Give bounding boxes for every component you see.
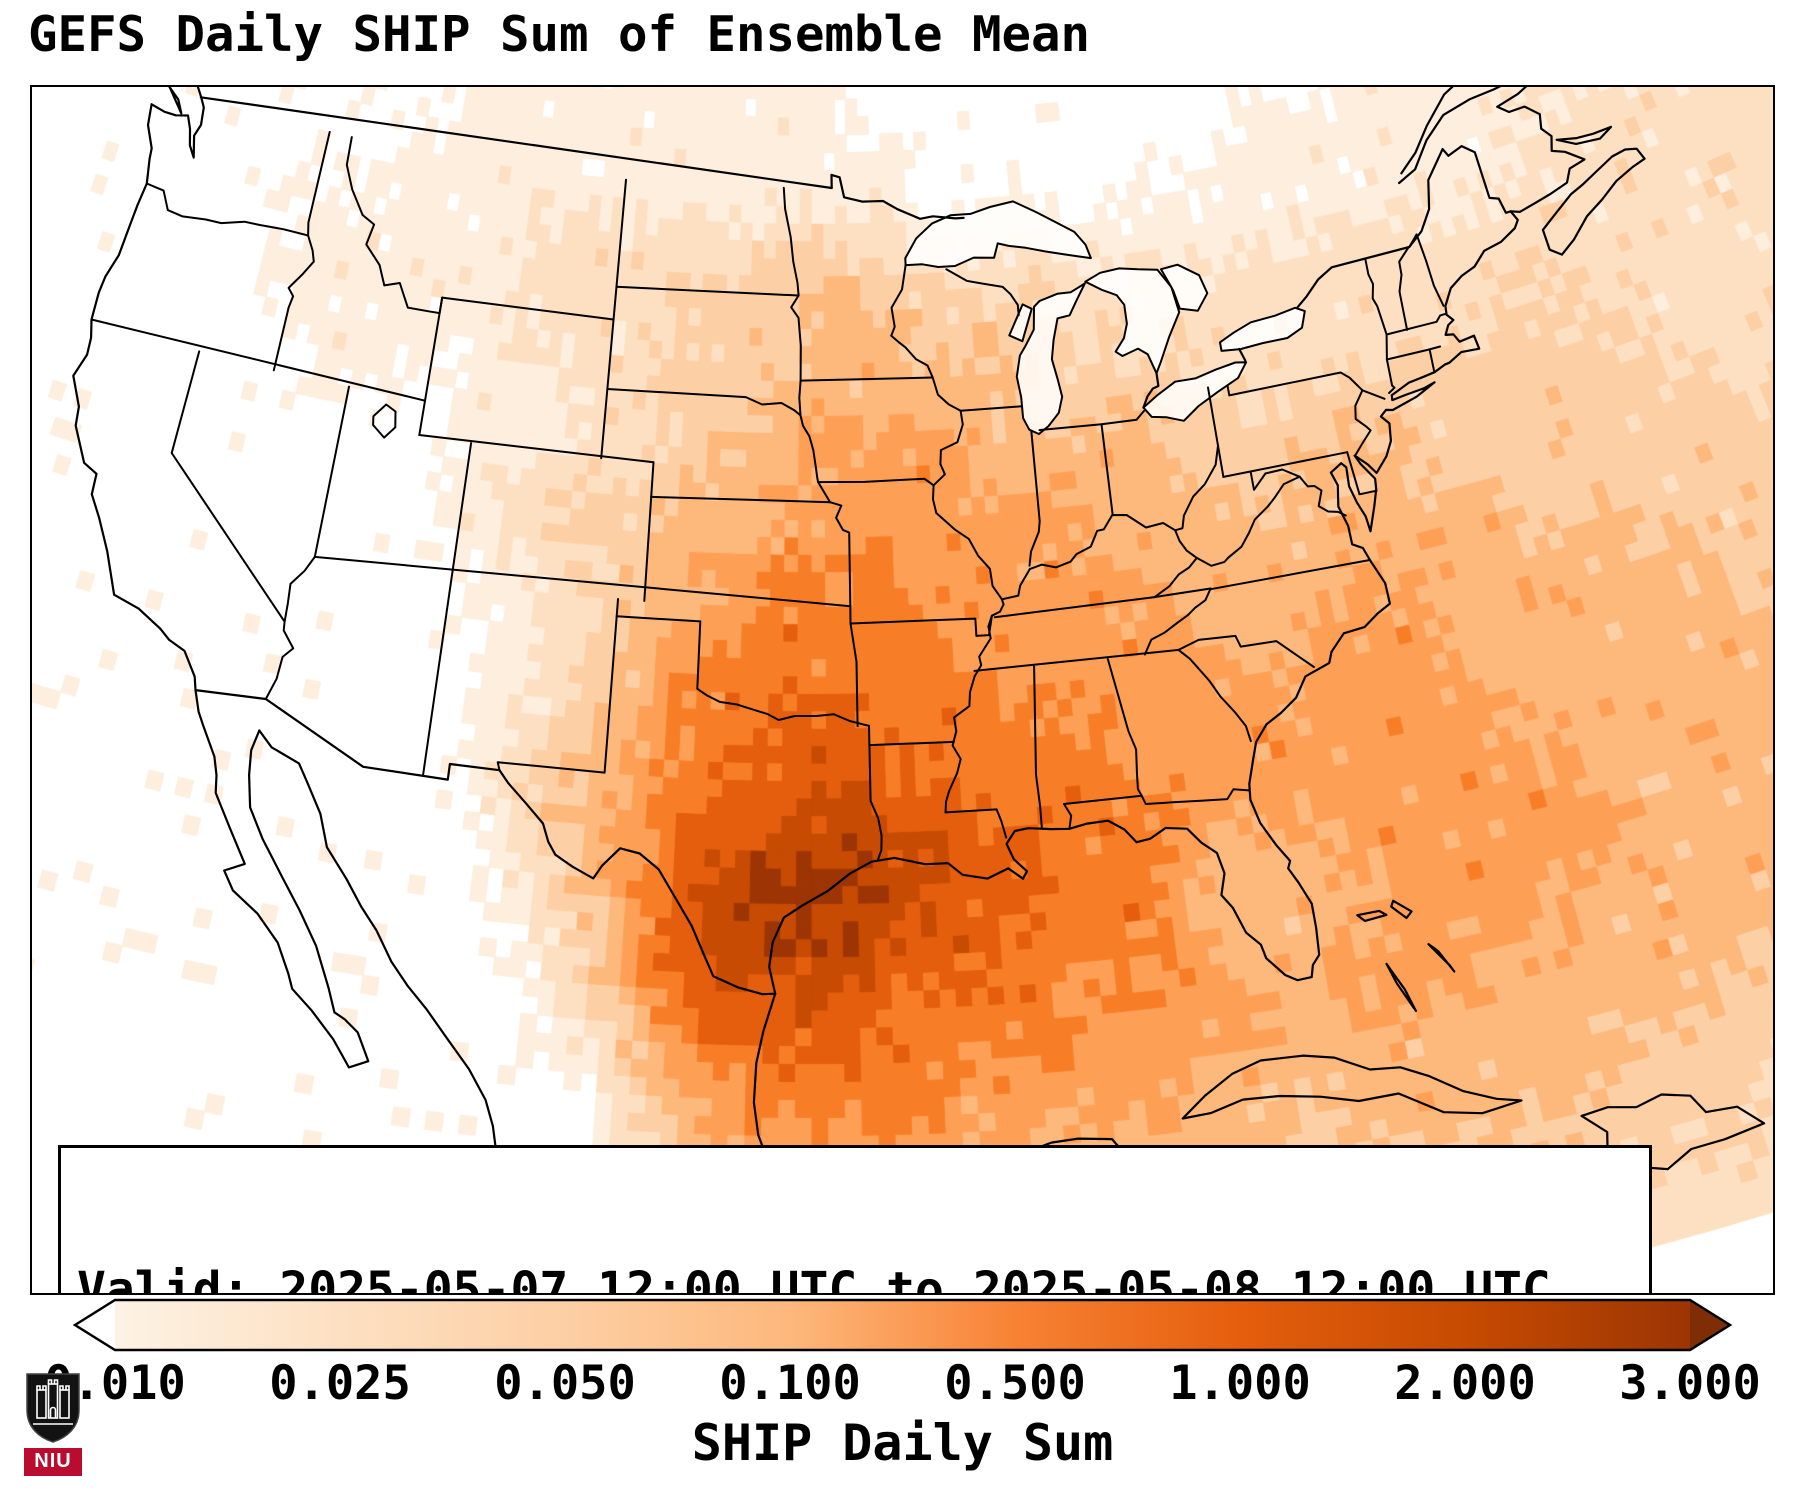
- great-lakes: [372, 200, 1306, 439]
- colorbar-tick-label: 0.050: [494, 1356, 636, 1411]
- colorbar: 0.010 0.025 0.050 0.100 0.500 1.000 2.000 3.000…: [30, 1298, 1775, 1472]
- castle-icon: [33, 1379, 73, 1425]
- colorbar-axis-label: SHIP Daily Sum: [691, 1414, 1114, 1472]
- coastlines: [72, 87, 1766, 1289]
- figure-title: GEFS Daily SHIP Sum of Ensemble Mean: [28, 6, 1091, 63]
- map-panel: Valid: 2025-05-07 12:00 UTC to 2025-05-0…: [30, 85, 1775, 1295]
- valid-run-info-box: Valid: 2025-05-07 12:00 UTC to 2025-05-0…: [58, 1145, 1652, 1295]
- niu-logo: NIU: [24, 1372, 82, 1476]
- colorbar-tick-label: 2.000: [1394, 1356, 1536, 1411]
- geography-overlay: [72, 87, 1766, 1289]
- colorbar-tick-label: 0.500: [944, 1356, 1086, 1411]
- niu-logo-text: NIU: [24, 1448, 82, 1476]
- valid-line: Valid: 2025-05-07 12:00 UTC to 2025-05-0…: [77, 1262, 1551, 1295]
- colorbar-tick-label: 1.000: [1169, 1356, 1311, 1411]
- niu-shield-icon: [26, 1373, 80, 1443]
- colorbar-tick-label: 0.100: [719, 1356, 861, 1411]
- state-borders: [90, 131, 1447, 862]
- colorbar-gradient-bar: [72, 1298, 1733, 1352]
- colorbar-tick-labels: 0.010 0.025 0.050 0.100 0.500 1.000 2.000 3.000: [30, 1356, 1775, 1412]
- colorbar-tick-label: 3.000: [1619, 1356, 1761, 1411]
- colorbar-tick-label: 0.025: [269, 1356, 411, 1411]
